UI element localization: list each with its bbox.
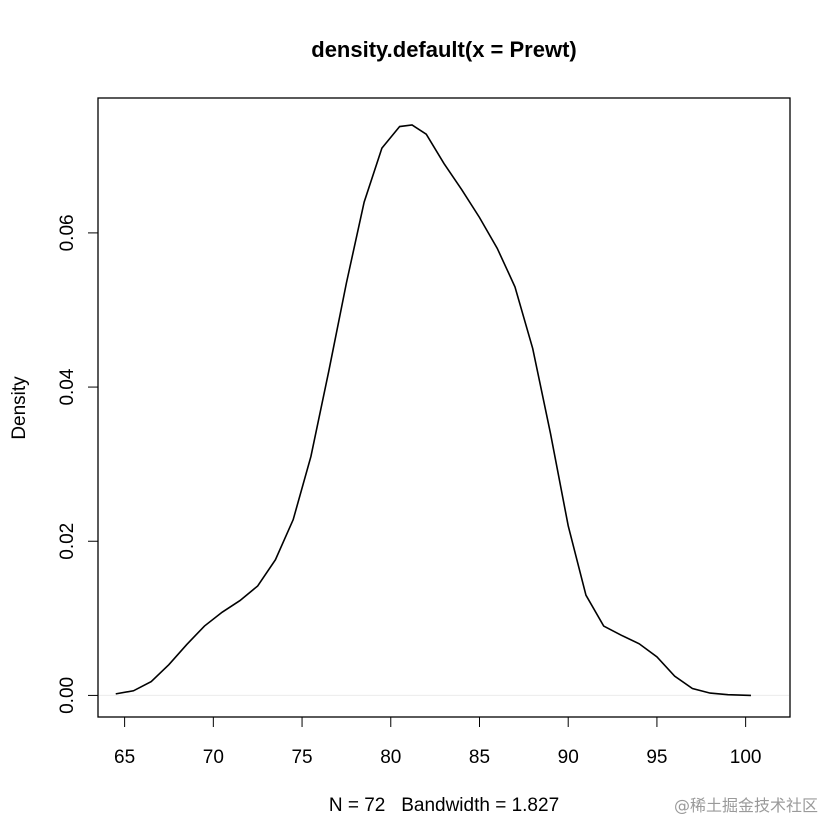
x-tick-label: 75	[291, 747, 312, 768]
x-tick-label: 100	[730, 747, 762, 768]
x-tick-label: 80	[380, 747, 401, 768]
watermark: @稀土掘金技术社区	[674, 796, 818, 815]
x-axis-label: N = 72 Bandwidth = 1.827	[329, 795, 559, 816]
x-axis: 65 70 75 80 85 90 95 100	[114, 716, 762, 768]
plot-box	[97, 97, 791, 718]
x-tick-label: 95	[646, 747, 667, 768]
x-tick-label: 90	[558, 747, 579, 768]
y-tick-label: 0.04	[57, 368, 78, 405]
y-tick-label: 0.06	[57, 214, 78, 251]
y-tick-label: 0.02	[57, 523, 78, 560]
y-tick-label: 0.00	[57, 677, 78, 714]
x-tick-label: 85	[469, 747, 490, 768]
y-axis-label: Density	[9, 376, 30, 440]
chart-title: density.default(x = Prewt)	[311, 37, 576, 62]
x-tick-label: 65	[114, 747, 135, 768]
density-curve	[115, 124, 751, 697]
y-axis: 0.00 0.02 0.04 0.06	[57, 214, 99, 714]
x-tick-label: 70	[203, 747, 224, 768]
